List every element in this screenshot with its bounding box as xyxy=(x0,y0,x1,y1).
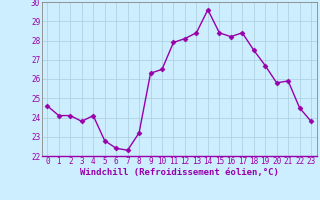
X-axis label: Windchill (Refroidissement éolien,°C): Windchill (Refroidissement éolien,°C) xyxy=(80,168,279,177)
